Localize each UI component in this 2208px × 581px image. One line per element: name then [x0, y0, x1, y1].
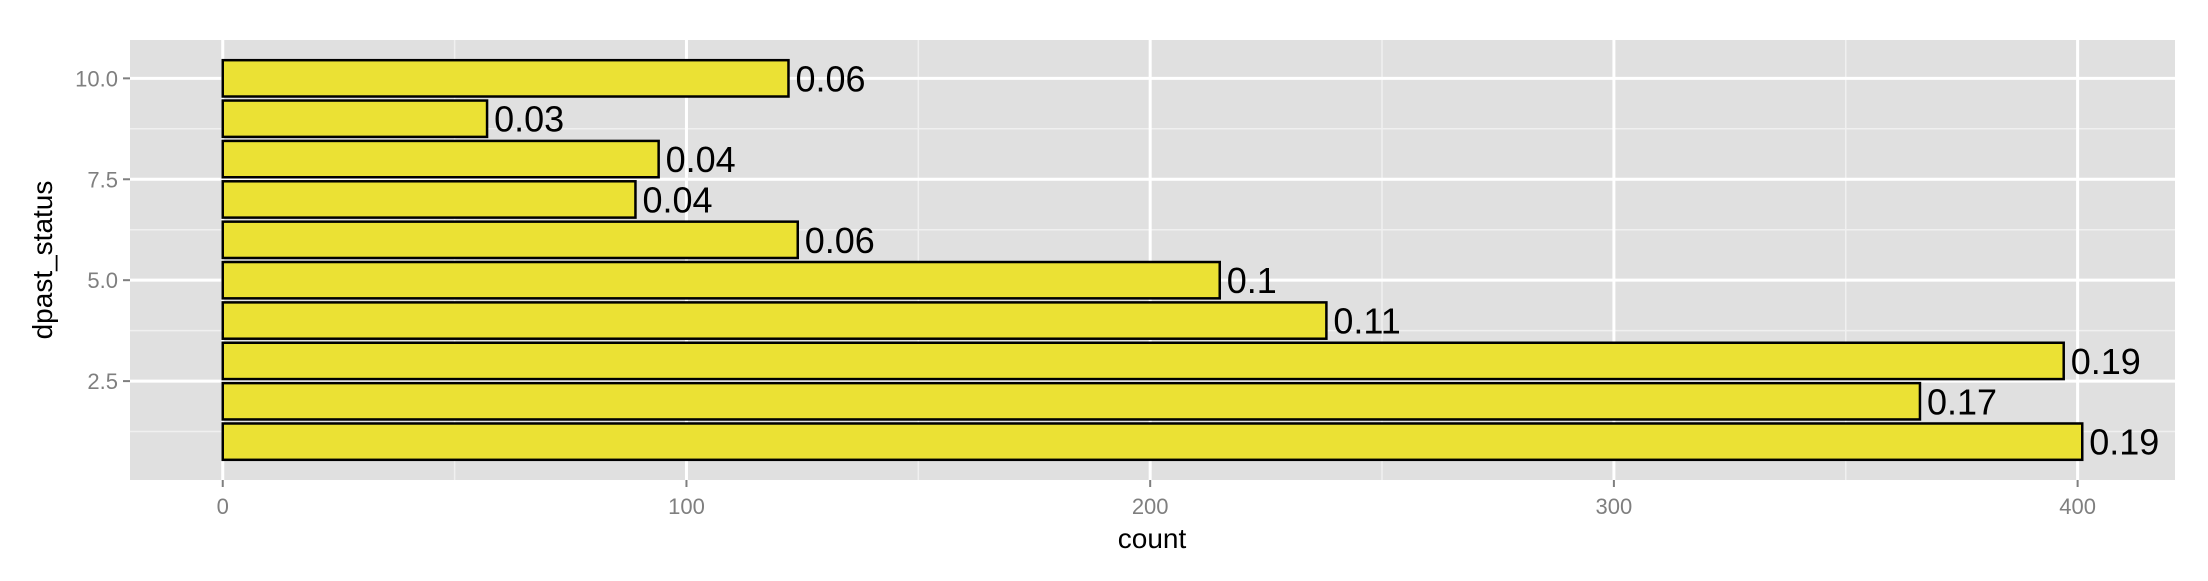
- data-label: 0.03: [494, 99, 564, 140]
- bar: [221, 139, 660, 179]
- bar: [221, 301, 1328, 340]
- data-label: 0.06: [795, 58, 865, 99]
- data-label: 0.19: [2089, 422, 2159, 463]
- data-label: 0.19: [2071, 341, 2141, 382]
- bars: [221, 58, 2084, 462]
- data-labels: 0.19 0.17 0.19 0.11 0.1 0.06 0.040.04 0.03 0.06: [494, 58, 2159, 462]
- x-tick-label: 200: [1132, 494, 1169, 519]
- data-label: 0.1: [1227, 260, 1277, 301]
- x-tick-label: 100: [668, 494, 705, 519]
- data-label: 0.06: [805, 220, 875, 261]
- data-label: 0.04: [666, 139, 736, 180]
- x-tick-label: 0: [217, 494, 229, 519]
- y-tick-label: 7.5: [87, 167, 118, 192]
- bar: [221, 422, 2084, 462]
- y-tick-label: 10.0: [75, 66, 118, 91]
- bar: [221, 180, 637, 219]
- x-axis-title: count: [1118, 523, 1187, 554]
- bar: [221, 260, 1221, 300]
- x-tick-label: 400: [2059, 494, 2096, 519]
- y-tick-label: 2.5: [87, 369, 118, 394]
- x-tick-label: 300: [1596, 494, 1633, 519]
- bar: [221, 341, 2065, 381]
- data-label: 0.17: [1927, 381, 1997, 422]
- data-label: 0.11: [1333, 301, 1400, 342]
- axes: 0 100 200 300 400 2.5 5.0 7.5 10.0: [75, 66, 2096, 519]
- y-tick-label: 5.0: [87, 268, 118, 293]
- bar: [221, 58, 790, 98]
- bar: [221, 99, 489, 139]
- bar: [221, 220, 800, 260]
- y-axis-title: dpast_status: [27, 181, 58, 340]
- data-label: 0.04: [642, 179, 712, 220]
- bar: [221, 381, 1922, 421]
